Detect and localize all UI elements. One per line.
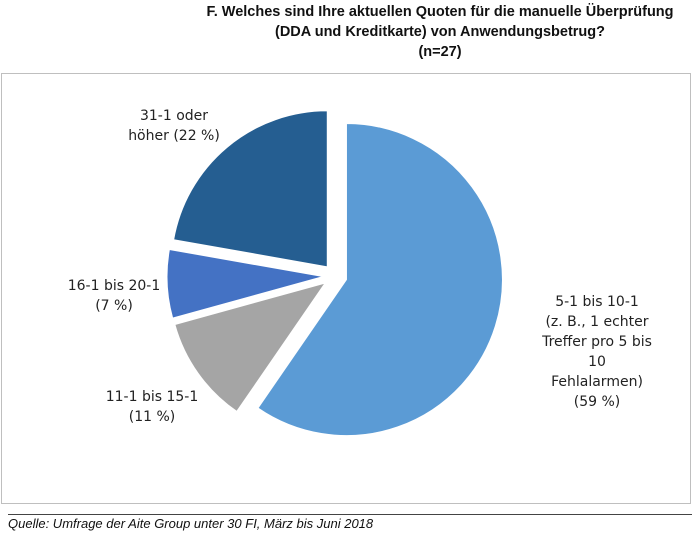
title-line: (n=27) xyxy=(418,44,462,60)
title-line: (DDA und Kreditkarte) von Anwendungsbetr… xyxy=(274,24,605,40)
footer-divider xyxy=(8,514,692,515)
slice-label-16-20: 16-1 bis 20-1 (7 %) xyxy=(67,278,161,314)
pie-slice-5-10 xyxy=(257,123,503,437)
source-note: Quelle: Umfrage der Aite Group unter 30 … xyxy=(8,516,374,531)
pie-slice-16-20 xyxy=(166,248,324,319)
slice-label-11-15: 11-1 bis 15-1 (11 %) xyxy=(105,389,199,425)
title-line: F. Welches sind Ihre aktuellen Quoten fü… xyxy=(206,4,674,20)
pie-slice-11-15 xyxy=(174,282,327,413)
pie-slice-31-plus xyxy=(173,110,328,268)
slice-label-5-10: 5-1 bis 10-1 (z. B., 1 echter Treffer pr… xyxy=(542,294,652,410)
chart-title: F. Welches sind Ihre aktuellen Quoten fü… xyxy=(180,2,700,62)
slice-label-31-plus: 31-1 oder höher (22 %) xyxy=(128,108,220,144)
